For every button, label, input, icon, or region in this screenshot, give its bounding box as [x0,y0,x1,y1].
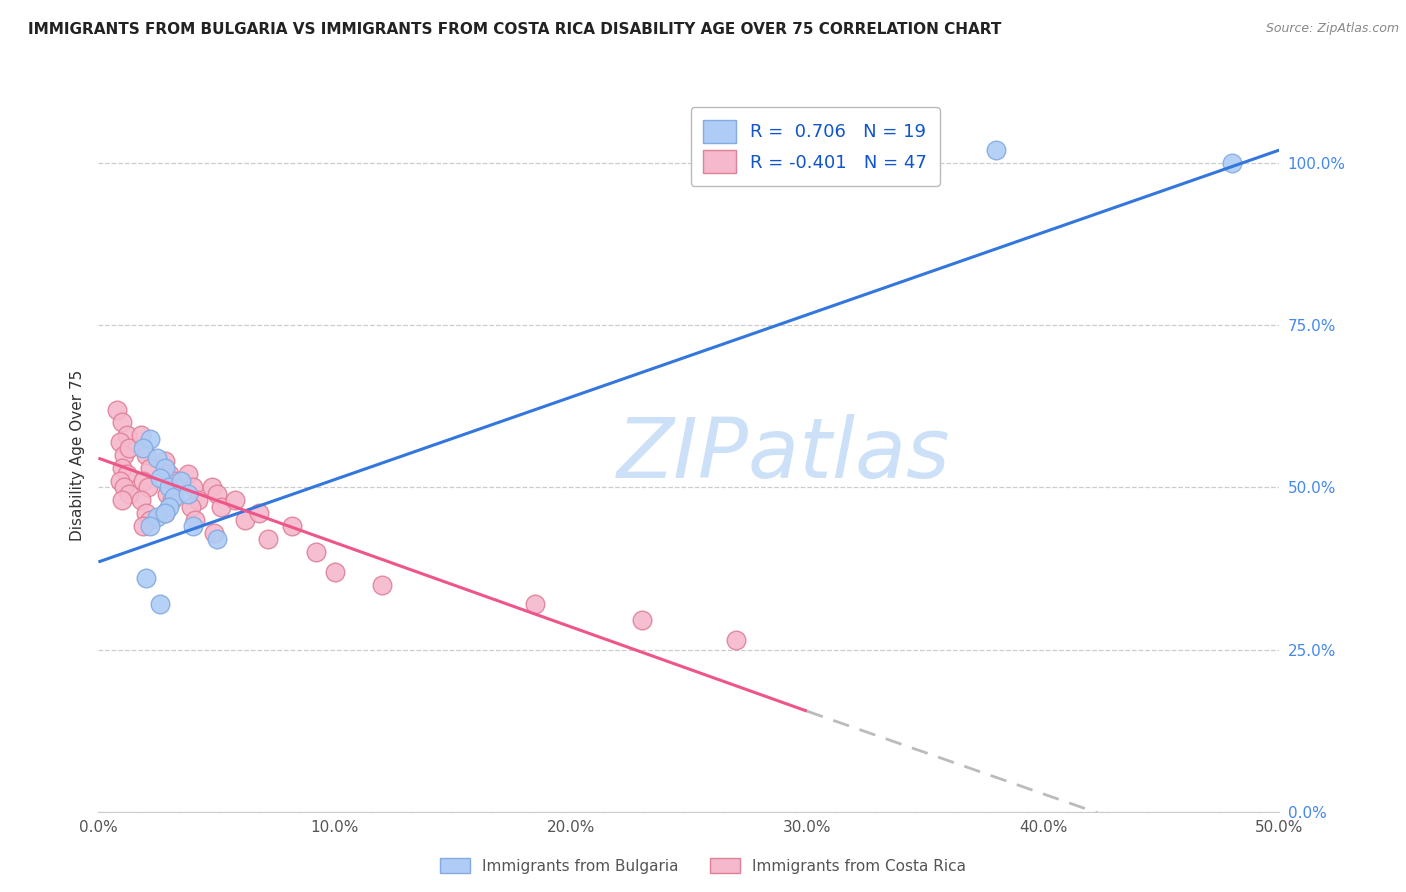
Point [163,474,186,488]
Point [153,506,176,520]
Point [112,448,135,462]
Legend: Immigrants from Bulgaria, Immigrants from Costa Rica: Immigrants from Bulgaria, Immigrants fro… [433,852,973,880]
Point [1220,156,1243,170]
Legend: R =  0.706   N = 19, R = -0.401   N = 47: R = 0.706 N = 19, R = -0.401 N = 47 [690,107,939,186]
Point [135,506,157,520]
Y-axis label: Disability Age Over 75: Disability Age Over 75 [69,369,84,541]
Point [111,416,134,430]
Point [118,442,141,456]
Point [305,545,328,559]
Point [108,474,131,488]
Point [153,454,176,468]
Point [149,470,172,484]
Point [202,525,225,540]
Point [111,461,134,475]
Point [180,500,202,514]
Point [725,632,748,647]
Point [136,480,159,494]
Point [149,597,172,611]
Point [135,571,157,585]
Point [177,467,200,482]
Point [984,143,1007,157]
Point [115,467,138,482]
Point [157,480,180,494]
Point [524,597,547,611]
Point [157,500,180,514]
Text: IMMIGRANTS FROM BULGARIA VS IMMIGRANTS FROM COSTA RICA DISABILITY AGE OVER 75 CO: IMMIGRANTS FROM BULGARIA VS IMMIGRANTS F… [28,22,1001,37]
Point [281,519,304,533]
Point [170,474,193,488]
Text: Source: ZipAtlas.com: Source: ZipAtlas.com [1265,22,1399,36]
Point [371,577,394,591]
Point [630,613,652,627]
Point [132,519,155,533]
Point [108,434,131,449]
Point [247,506,270,520]
Point [139,432,162,446]
Point [153,461,176,475]
Point [163,490,186,504]
Point [139,519,162,533]
Point [157,467,180,482]
Point [201,480,224,494]
Point [323,565,346,579]
Text: ZIPatlas: ZIPatlas [617,415,950,495]
Point [135,448,157,462]
Point [184,513,207,527]
Point [139,513,162,527]
Point [129,428,152,442]
Point [181,519,204,533]
Point [111,493,134,508]
Point [105,402,128,417]
Point [146,451,169,466]
Point [146,509,169,524]
Point [160,493,183,508]
Point [132,474,155,488]
Point [181,480,204,494]
Point [233,513,256,527]
Point [177,487,200,501]
Point [156,487,179,501]
Point [132,442,155,456]
Point [205,533,228,547]
Point [187,493,209,508]
Point [118,487,141,501]
Point [224,493,246,508]
Point [129,493,152,508]
Point [115,428,138,442]
Point [205,487,228,501]
Point [139,461,162,475]
Point [257,533,280,547]
Point [153,506,176,520]
Point [112,480,135,494]
Point [209,500,232,514]
